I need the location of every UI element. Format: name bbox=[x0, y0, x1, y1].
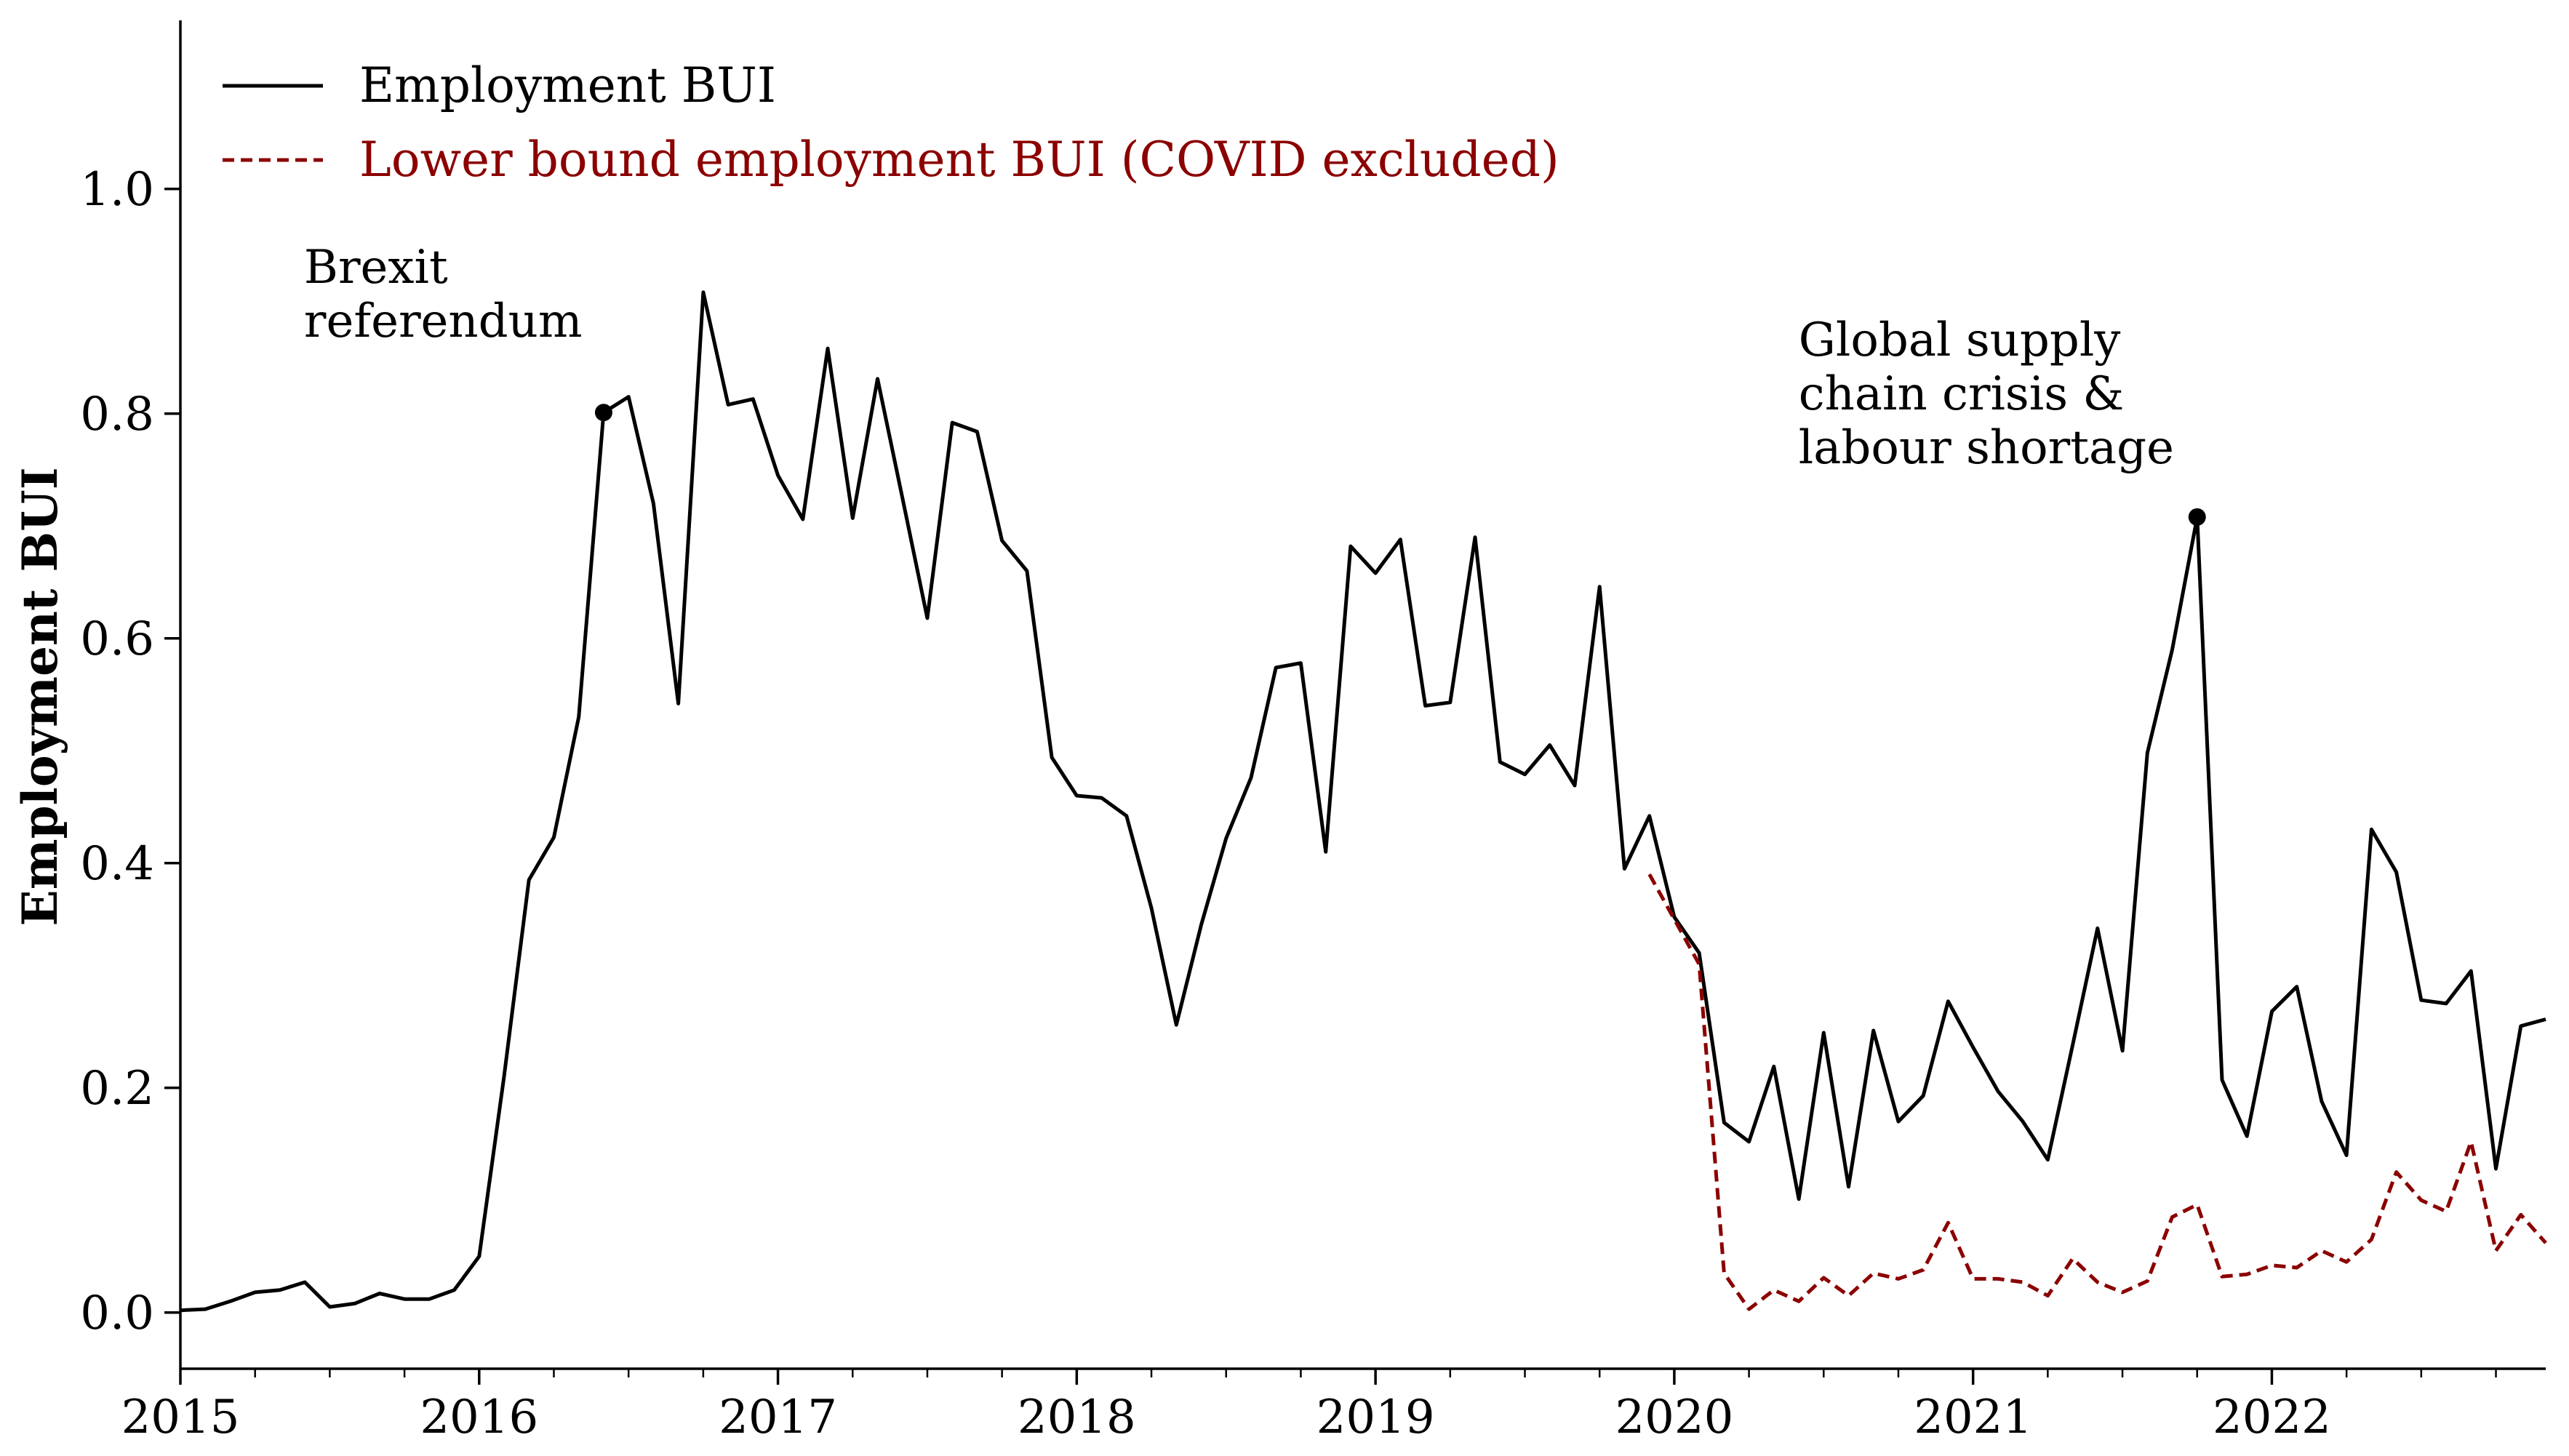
x-tick-label-2018: 2018 bbox=[1018, 1391, 1136, 1444]
annotation-marker-0 bbox=[594, 404, 612, 422]
x-tick-label-2021: 2021 bbox=[1914, 1391, 2032, 1444]
axes bbox=[179, 20, 2546, 1370]
y-tick-label-0.2: 0.2 bbox=[80, 1062, 154, 1116]
annotation-text-0-line-1: referendum bbox=[304, 295, 583, 348]
y-tick-label-0.8: 0.8 bbox=[80, 388, 154, 441]
x-tick-label-2020: 2020 bbox=[1615, 1391, 1733, 1444]
x-tick-label-2022: 2022 bbox=[2213, 1391, 2331, 1444]
x-tick-label-2017: 2017 bbox=[719, 1391, 837, 1444]
x-tick-label-2016: 2016 bbox=[420, 1391, 538, 1444]
y-tick-label-0.0: 0.0 bbox=[80, 1287, 154, 1340]
x-tick-label-2015: 2015 bbox=[121, 1391, 240, 1444]
series-line-lower-bound-employment-bui-covid-excluded bbox=[1647, 873, 2547, 1311]
annotation-text-1-line-1: chain crisis & bbox=[1799, 367, 2125, 421]
annotation-text-0-line-0: Brexit bbox=[304, 241, 448, 295]
annotation-text-1-line-0: Global supply bbox=[1799, 313, 2121, 367]
y-tick-label-0.4: 0.4 bbox=[80, 837, 154, 891]
y-tick-label-0.6: 0.6 bbox=[80, 612, 154, 666]
legend-label-employment-bui: Employment BUI bbox=[359, 57, 776, 113]
legend-label-lower-bound-employment-bui-covid-excluded: Lower bound employment BUI (COVID exclud… bbox=[359, 132, 1559, 188]
x-tick-label-2019: 2019 bbox=[1317, 1391, 1435, 1444]
annotation-text-1-line-2: labour shortage bbox=[1799, 421, 2174, 475]
y-tick-label-1.0: 1.0 bbox=[80, 163, 154, 217]
legend: Employment BUI Lower bound employment BUI… bbox=[223, 57, 1559, 188]
annotation-marker-1 bbox=[2188, 508, 2206, 526]
y-axis-title: Employment BUI bbox=[12, 467, 68, 926]
series-line-employment-bui bbox=[180, 290, 2546, 1313]
